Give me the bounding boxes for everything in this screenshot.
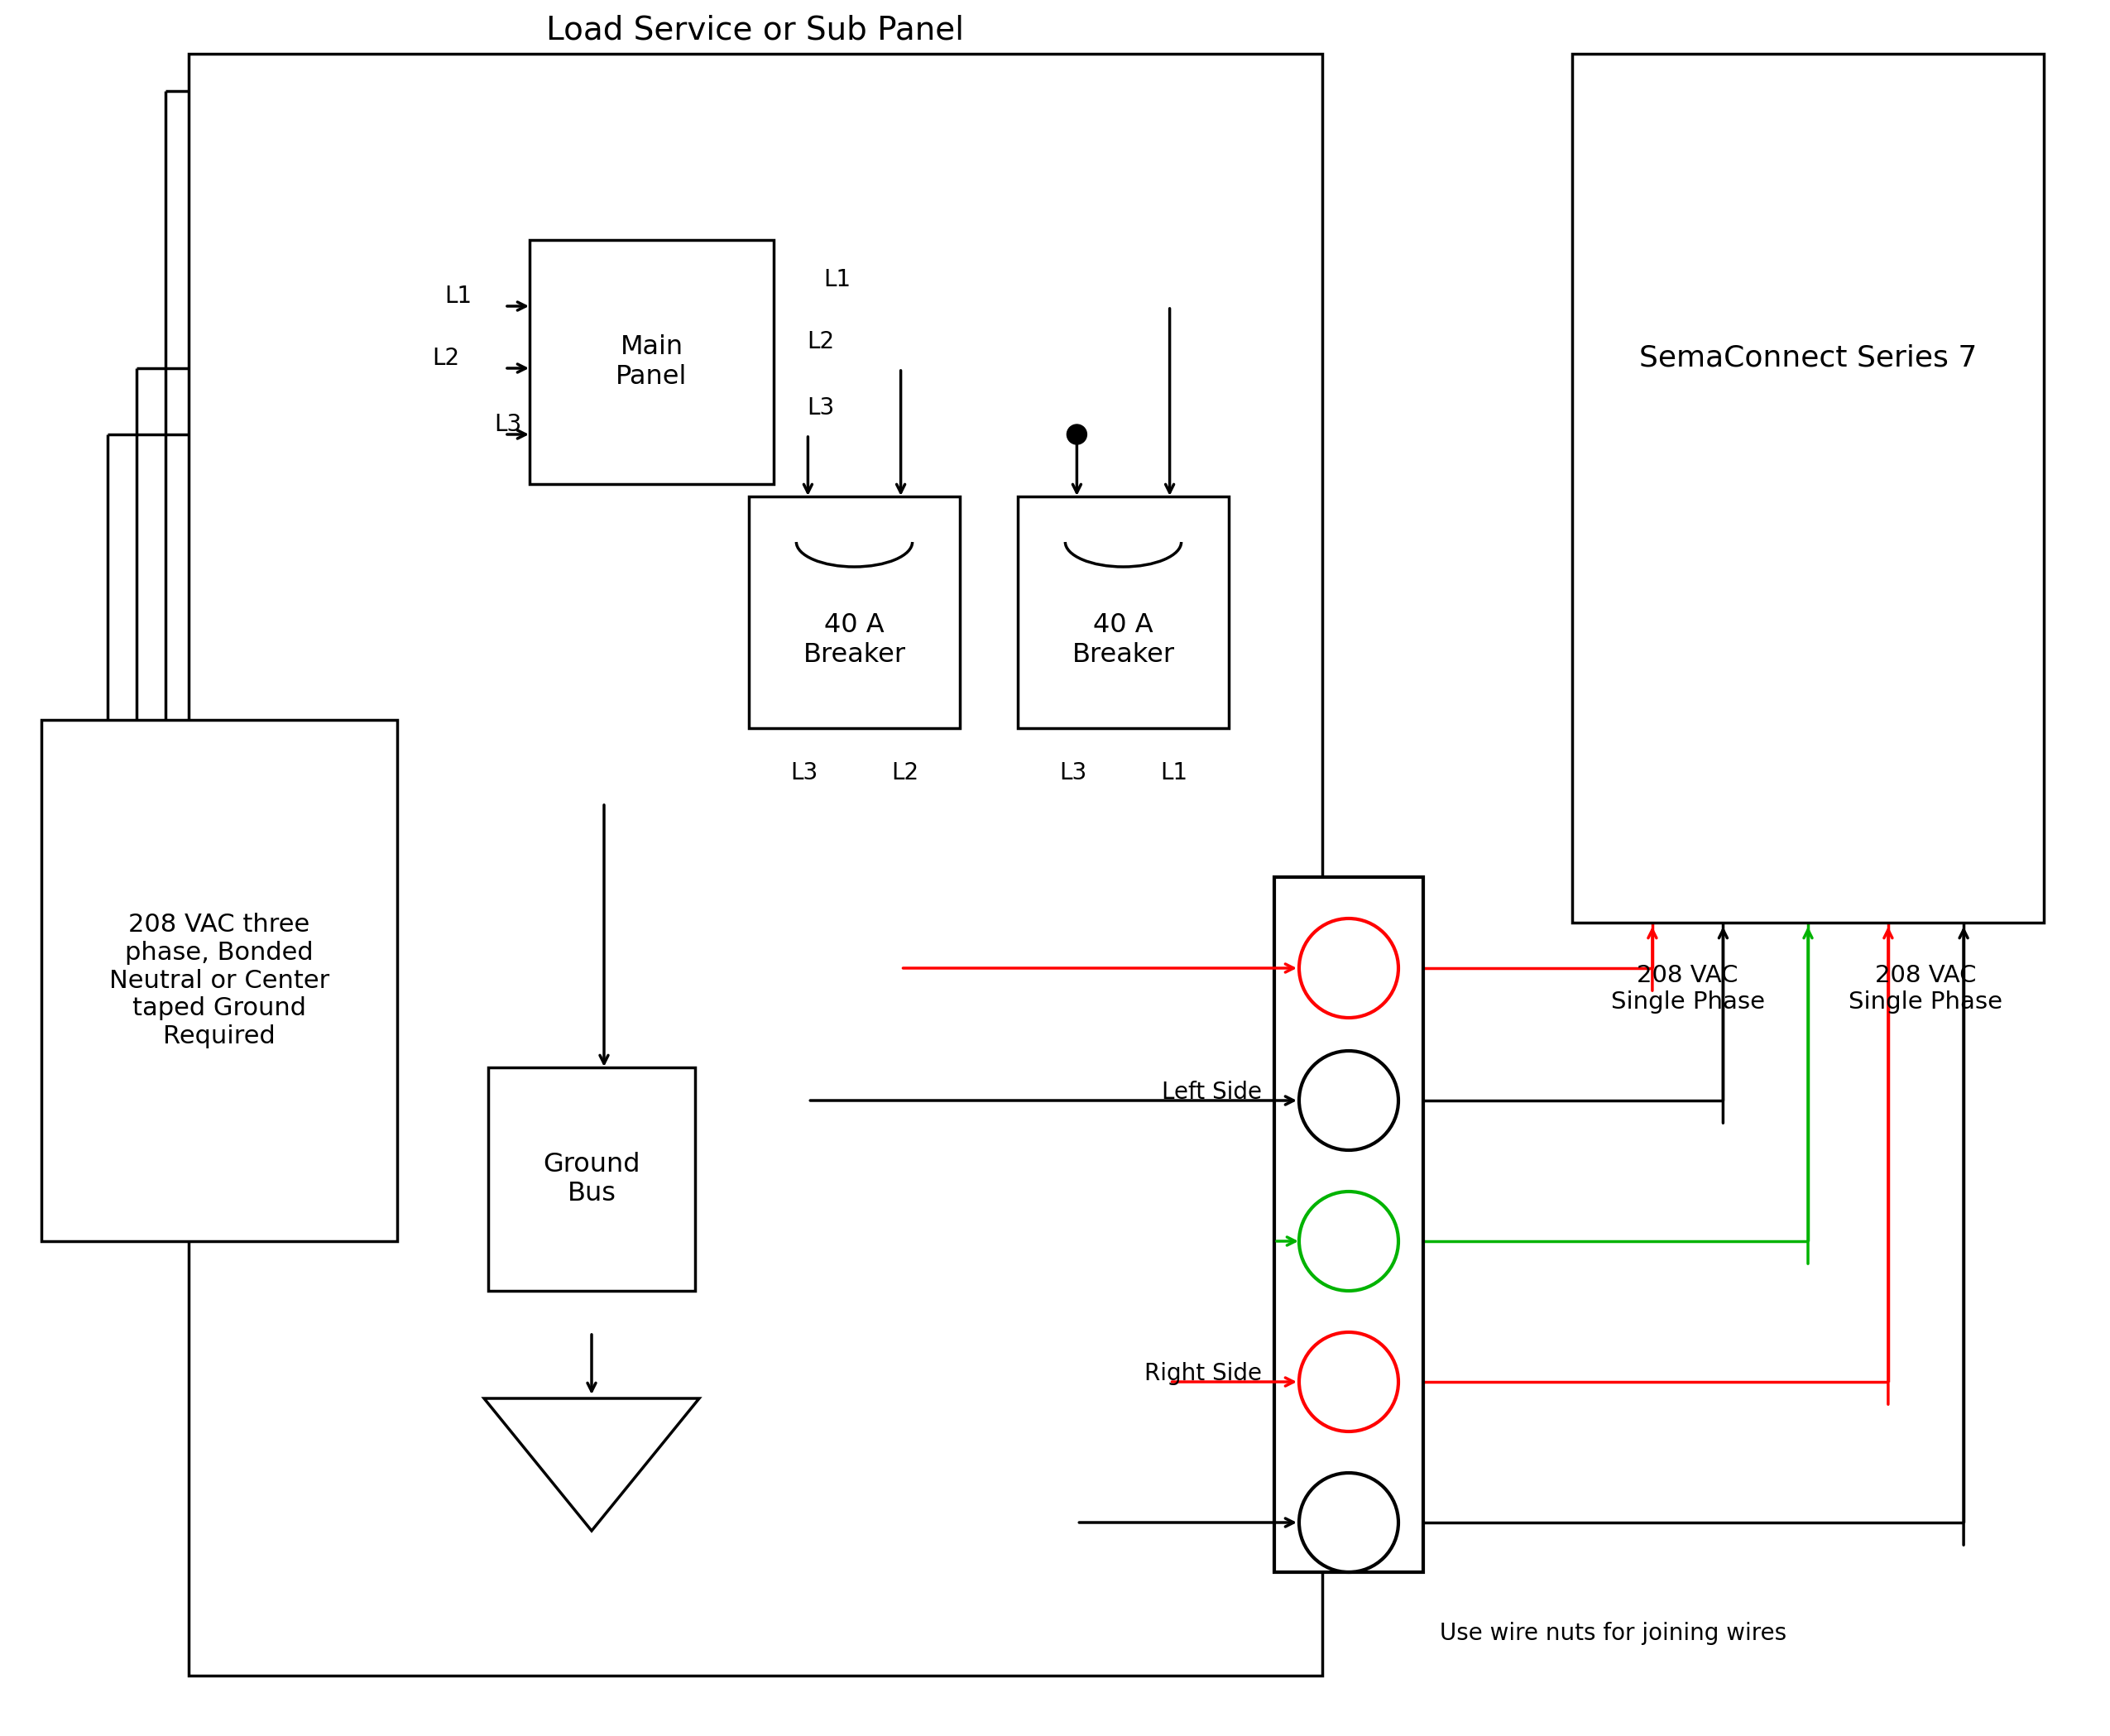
Text: 208 VAC
Single Phase: 208 VAC Single Phase xyxy=(1610,963,1764,1014)
Text: Use wire nuts for joining wires: Use wire nuts for joining wires xyxy=(1439,1621,1787,1646)
Text: L3: L3 xyxy=(789,762,817,785)
Text: 40 A
Breaker: 40 A Breaker xyxy=(1072,613,1175,668)
Bar xyxy=(530,240,774,484)
Text: Load Service or Sub Panel: Load Service or Sub Panel xyxy=(546,16,964,47)
Text: L3: L3 xyxy=(494,413,521,436)
Text: Ground
Bus: Ground Bus xyxy=(542,1151,639,1207)
Text: L2: L2 xyxy=(890,762,918,785)
Text: 208 VAC
Single Phase: 208 VAC Single Phase xyxy=(1848,963,2002,1014)
Text: 40 A
Breaker: 40 A Breaker xyxy=(804,613,905,668)
Text: L1: L1 xyxy=(823,267,850,292)
Bar xyxy=(188,54,1323,1675)
Circle shape xyxy=(1068,425,1087,444)
Bar xyxy=(1572,54,2045,922)
Text: 208 VAC three
phase, Bonded
Neutral or Center
taped Ground
Required: 208 VAC three phase, Bonded Neutral or C… xyxy=(110,913,329,1049)
Text: L2: L2 xyxy=(806,330,833,354)
Bar xyxy=(1017,496,1228,727)
Text: Main
Panel: Main Panel xyxy=(616,335,688,389)
Text: SemaConnect Series 7: SemaConnect Series 7 xyxy=(1639,344,1977,372)
Text: Right Side: Right Side xyxy=(1144,1363,1262,1385)
Bar xyxy=(1274,877,1424,1573)
Text: L1: L1 xyxy=(1160,762,1188,785)
Bar xyxy=(749,496,960,727)
Bar xyxy=(487,1068,694,1292)
Text: Left Side: Left Side xyxy=(1163,1080,1262,1104)
Text: L1: L1 xyxy=(445,285,473,307)
Bar xyxy=(42,720,397,1241)
Text: L3: L3 xyxy=(806,396,833,420)
Text: L2: L2 xyxy=(433,347,460,370)
Text: L3: L3 xyxy=(1059,762,1087,785)
